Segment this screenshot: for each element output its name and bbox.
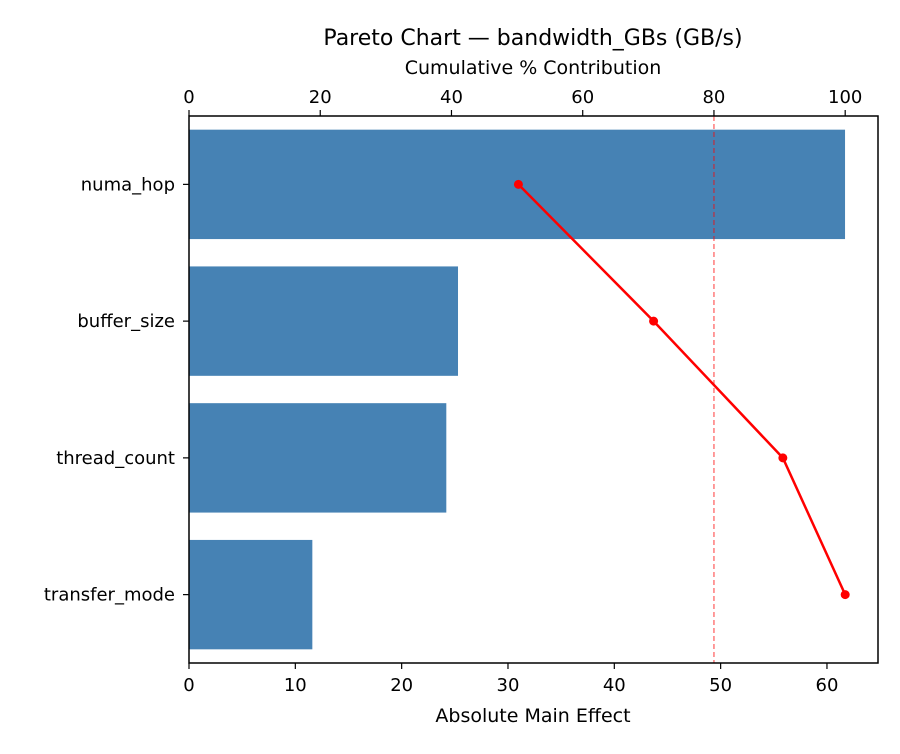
x-tick-label: 60 <box>816 675 839 696</box>
bottom-axis: 0 10 20 30 40 50 60 <box>183 663 838 696</box>
top-axis-label: Cumulative % Contribution <box>405 57 662 79</box>
cumulative-point <box>513 179 523 189</box>
x2-tick-label: 60 <box>571 87 594 108</box>
top-axis: 0 20 40 60 80 100 <box>183 87 862 116</box>
x-tick-label: 10 <box>284 675 307 696</box>
bar-buffer_size <box>189 266 459 376</box>
x-tick-label: 40 <box>603 675 626 696</box>
cumulative-line <box>513 179 850 600</box>
x2-tick-label: 100 <box>828 87 862 108</box>
x-tick-label: 0 <box>183 675 194 696</box>
y-tick-label: thread_count <box>56 448 175 469</box>
x2-tick-label: 80 <box>702 87 725 108</box>
cumulative-point <box>778 453 788 463</box>
cumulative-point <box>649 316 659 326</box>
y-axis: numa_hop buffer_size thread_count transfer_… <box>44 174 189 606</box>
x2-tick-label: 40 <box>440 87 463 108</box>
x-tick-label: 50 <box>709 675 732 696</box>
x2-tick-label: 20 <box>309 87 332 108</box>
x2-tick-label: 0 <box>183 87 194 108</box>
y-tick-label: transfer_mode <box>44 585 175 606</box>
chart-title: Pareto Chart — bandwidth_GBs (GB/s) <box>323 26 742 51</box>
bars <box>189 129 846 650</box>
x-tick-label: 30 <box>497 675 520 696</box>
x-tick-label: 20 <box>390 675 413 696</box>
y-tick-label: numa_hop <box>81 174 175 195</box>
bottom-axis-label: Absolute Main Effect <box>435 705 630 727</box>
plot-frame <box>188 115 879 664</box>
cumulative-point <box>840 590 850 600</box>
y-tick-label: buffer_size <box>77 311 175 332</box>
cumulative-polyline <box>517 183 847 596</box>
bar-thread_count <box>189 403 447 513</box>
bar-transfer_mode <box>189 539 313 650</box>
